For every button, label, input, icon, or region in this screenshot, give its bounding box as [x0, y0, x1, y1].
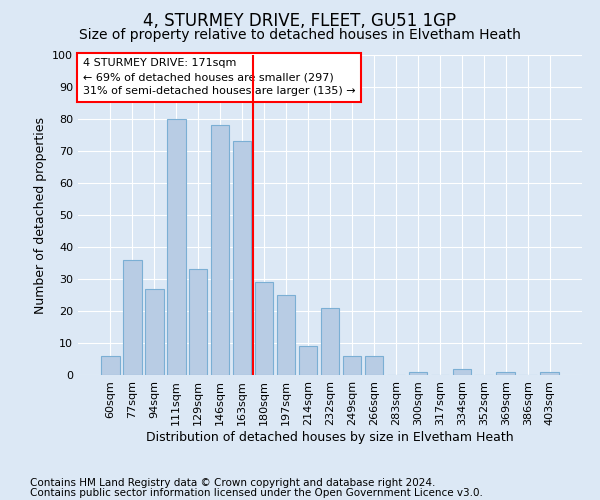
Bar: [409, 372, 427, 375]
Y-axis label: Number of detached properties: Number of detached properties: [34, 116, 47, 314]
Text: Size of property relative to detached houses in Elvetham Heath: Size of property relative to detached ho…: [79, 28, 521, 42]
Bar: [343, 356, 361, 375]
Bar: [145, 288, 164, 375]
Bar: [299, 346, 317, 375]
Bar: [101, 356, 119, 375]
Bar: [255, 282, 274, 375]
Text: 4 STURMEY DRIVE: 171sqm
← 69% of detached houses are smaller (297)
31% of semi-d: 4 STURMEY DRIVE: 171sqm ← 69% of detache…: [83, 58, 356, 96]
Text: Contains public sector information licensed under the Open Government Licence v3: Contains public sector information licen…: [30, 488, 483, 498]
Bar: [320, 308, 340, 375]
X-axis label: Distribution of detached houses by size in Elvetham Heath: Distribution of detached houses by size …: [146, 430, 514, 444]
Bar: [365, 356, 383, 375]
Bar: [277, 295, 295, 375]
Bar: [189, 270, 208, 375]
Text: Contains HM Land Registry data © Crown copyright and database right 2024.: Contains HM Land Registry data © Crown c…: [30, 478, 436, 488]
Bar: [167, 119, 185, 375]
Bar: [123, 260, 142, 375]
Bar: [452, 368, 471, 375]
Bar: [211, 126, 229, 375]
Text: 4, STURMEY DRIVE, FLEET, GU51 1GP: 4, STURMEY DRIVE, FLEET, GU51 1GP: [143, 12, 457, 30]
Bar: [496, 372, 515, 375]
Bar: [233, 142, 251, 375]
Bar: [541, 372, 559, 375]
